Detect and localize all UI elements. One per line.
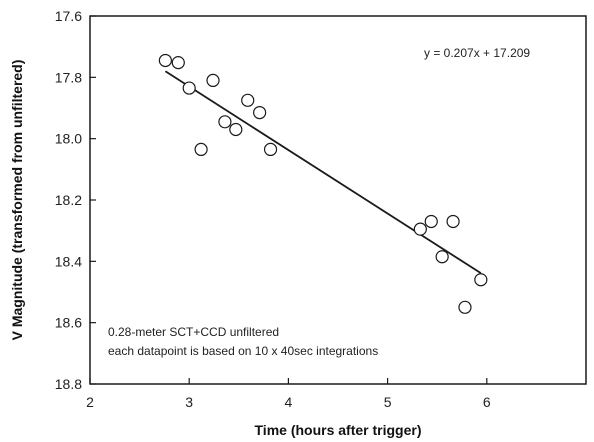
- data-point: [446, 214, 460, 229]
- data-point: [474, 273, 488, 287]
- y-tick-label: 17.8: [55, 69, 82, 85]
- y-tick-label: 17.6: [55, 8, 82, 24]
- data-point: [218, 115, 232, 129]
- data-point: [253, 105, 267, 120]
- x-tick-label: 5: [384, 394, 392, 410]
- data-point: [229, 122, 243, 137]
- data-point: [194, 142, 208, 156]
- y-tick-label: 18.8: [55, 376, 82, 392]
- data-points: [158, 53, 488, 314]
- annotation-line-2: each datapoint is based on 10 x 40sec in…: [108, 344, 378, 358]
- x-axis-title: Time (hours after trigger): [255, 422, 422, 438]
- y-tick-label: 18.0: [55, 131, 82, 147]
- data-point: [458, 300, 472, 314]
- y-axis-title: V Magnitude (transformed from unfiltered…: [9, 60, 25, 341]
- data-point: [206, 73, 220, 88]
- data-point: [182, 81, 196, 95]
- y-tick-label: 18.4: [55, 253, 82, 269]
- data-point: [171, 56, 185, 70]
- y-tick-label: 18.6: [55, 315, 82, 331]
- data-point: [413, 222, 427, 236]
- data-point: [435, 250, 449, 264]
- data-point: [263, 142, 278, 156]
- y-tick-label: 18.2: [55, 192, 82, 208]
- trendline-equation: y = 0.207x + 17.209: [424, 46, 530, 60]
- x-tick-label: 4: [285, 394, 293, 410]
- annotation-line-1: 0.28-meter SCT+CCD unfiltered: [108, 325, 279, 339]
- y-axis-ticks: 17.6 17.8 18.0 18.2 18.4 18.6 18.8: [55, 8, 96, 392]
- x-axis-ticks: 2 3 4 5 6: [86, 378, 491, 410]
- data-point: [158, 53, 172, 68]
- x-tick-label: 6: [483, 394, 491, 410]
- trendline: [164, 70, 482, 274]
- trendline-group: [164, 70, 482, 274]
- data-point: [241, 93, 255, 107]
- x-tick-label: 3: [185, 394, 193, 410]
- data-point: [424, 214, 438, 229]
- x-tick-label: 2: [86, 394, 94, 410]
